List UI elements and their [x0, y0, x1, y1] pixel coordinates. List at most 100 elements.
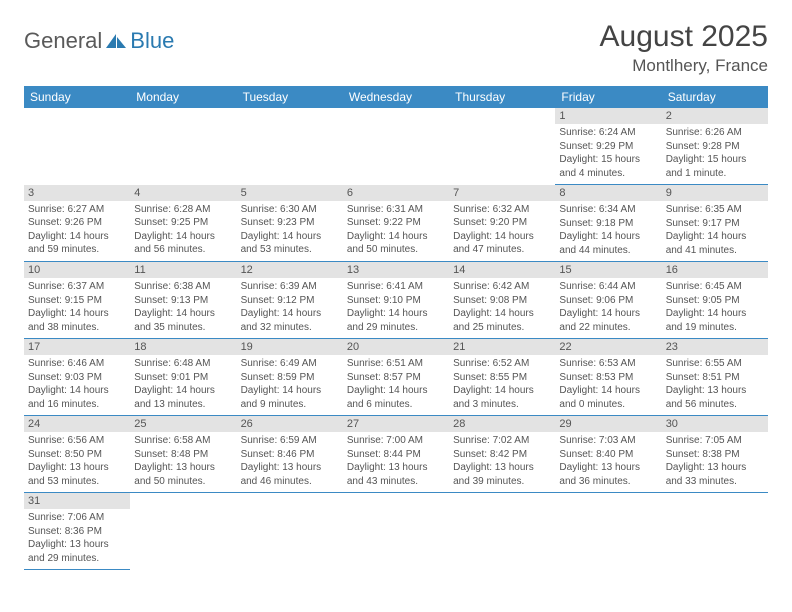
cell-body: Sunrise: 6:46 AMSunset: 9:03 PMDaylight:…	[24, 355, 130, 415]
calendar-cell: 25Sunrise: 6:58 AMSunset: 8:48 PMDayligh…	[130, 416, 236, 493]
cell-body: Sunrise: 6:30 AMSunset: 9:23 PMDaylight:…	[237, 201, 343, 261]
title-block: August 2025 Montlhery, France	[600, 20, 768, 76]
day-header: Saturday	[662, 86, 768, 108]
calendar-cell: 18Sunrise: 6:48 AMSunset: 9:01 PMDayligh…	[130, 339, 236, 416]
calendar-cell: 7Sunrise: 6:32 AMSunset: 9:20 PMDaylight…	[449, 185, 555, 262]
calendar-row: 1Sunrise: 6:24 AMSunset: 9:29 PMDaylight…	[24, 108, 768, 185]
calendar-cell: 27Sunrise: 7:00 AMSunset: 8:44 PMDayligh…	[343, 416, 449, 493]
cell-body: Sunrise: 6:35 AMSunset: 9:17 PMDaylight:…	[662, 201, 768, 261]
day-number: 18	[130, 339, 236, 355]
cell-body: Sunrise: 6:58 AMSunset: 8:48 PMDaylight:…	[130, 432, 236, 492]
cell-body: Sunrise: 6:45 AMSunset: 9:05 PMDaylight:…	[662, 278, 768, 338]
cell-body: Sunrise: 6:28 AMSunset: 9:25 PMDaylight:…	[130, 201, 236, 261]
calendar-cell	[449, 108, 555, 185]
day-number: 1	[555, 108, 661, 124]
calendar-cell	[237, 493, 343, 570]
cell-body: Sunrise: 6:38 AMSunset: 9:13 PMDaylight:…	[130, 278, 236, 338]
day-header: Friday	[555, 86, 661, 108]
calendar-cell: 1Sunrise: 6:24 AMSunset: 9:29 PMDaylight…	[555, 108, 661, 185]
day-number: 8	[555, 185, 661, 201]
calendar-cell	[343, 108, 449, 185]
day-number: 28	[449, 416, 555, 432]
calendar-cell: 29Sunrise: 7:03 AMSunset: 8:40 PMDayligh…	[555, 416, 661, 493]
day-number: 3	[24, 185, 130, 201]
calendar-table: SundayMondayTuesdayWednesdayThursdayFrid…	[24, 86, 768, 570]
cell-body: Sunrise: 7:03 AMSunset: 8:40 PMDaylight:…	[555, 432, 661, 492]
day-number: 2	[662, 108, 768, 124]
calendar-cell: 6Sunrise: 6:31 AMSunset: 9:22 PMDaylight…	[343, 185, 449, 262]
cell-body: Sunrise: 6:37 AMSunset: 9:15 PMDaylight:…	[24, 278, 130, 338]
day-number: 14	[449, 262, 555, 278]
day-number: 15	[555, 262, 661, 278]
cell-body: Sunrise: 6:32 AMSunset: 9:20 PMDaylight:…	[449, 201, 555, 261]
day-number: 17	[24, 339, 130, 355]
day-number: 23	[662, 339, 768, 355]
cell-body: Sunrise: 7:00 AMSunset: 8:44 PMDaylight:…	[343, 432, 449, 492]
cell-body: Sunrise: 6:41 AMSunset: 9:10 PMDaylight:…	[343, 278, 449, 338]
calendar-cell: 9Sunrise: 6:35 AMSunset: 9:17 PMDaylight…	[662, 185, 768, 262]
calendar-cell: 8Sunrise: 6:34 AMSunset: 9:18 PMDaylight…	[555, 185, 661, 262]
day-number: 26	[237, 416, 343, 432]
calendar-cell: 19Sunrise: 6:49 AMSunset: 8:59 PMDayligh…	[237, 339, 343, 416]
calendar-cell: 14Sunrise: 6:42 AMSunset: 9:08 PMDayligh…	[449, 262, 555, 339]
day-number: 12	[237, 262, 343, 278]
calendar-header-row: SundayMondayTuesdayWednesdayThursdayFrid…	[24, 86, 768, 108]
calendar-cell: 31Sunrise: 7:06 AMSunset: 8:36 PMDayligh…	[24, 493, 130, 570]
cell-body: Sunrise: 6:52 AMSunset: 8:55 PMDaylight:…	[449, 355, 555, 415]
calendar-row: 24Sunrise: 6:56 AMSunset: 8:50 PMDayligh…	[24, 416, 768, 493]
calendar-cell: 24Sunrise: 6:56 AMSunset: 8:50 PMDayligh…	[24, 416, 130, 493]
day-number: 21	[449, 339, 555, 355]
calendar-cell: 3Sunrise: 6:27 AMSunset: 9:26 PMDaylight…	[24, 185, 130, 262]
day-number: 16	[662, 262, 768, 278]
cell-body: Sunrise: 6:49 AMSunset: 8:59 PMDaylight:…	[237, 355, 343, 415]
cell-body: Sunrise: 6:53 AMSunset: 8:53 PMDaylight:…	[555, 355, 661, 415]
calendar-cell: 17Sunrise: 6:46 AMSunset: 9:03 PMDayligh…	[24, 339, 130, 416]
day-number: 22	[555, 339, 661, 355]
calendar-cell: 10Sunrise: 6:37 AMSunset: 9:15 PMDayligh…	[24, 262, 130, 339]
day-number: 20	[343, 339, 449, 355]
calendar-cell: 11Sunrise: 6:38 AMSunset: 9:13 PMDayligh…	[130, 262, 236, 339]
day-number: 25	[130, 416, 236, 432]
cell-body: Sunrise: 6:39 AMSunset: 9:12 PMDaylight:…	[237, 278, 343, 338]
day-number: 30	[662, 416, 768, 432]
sail-icon	[104, 32, 128, 50]
calendar-cell: 20Sunrise: 6:51 AMSunset: 8:57 PMDayligh…	[343, 339, 449, 416]
calendar-cell: 22Sunrise: 6:53 AMSunset: 8:53 PMDayligh…	[555, 339, 661, 416]
day-header: Monday	[130, 86, 236, 108]
cell-body: Sunrise: 6:26 AMSunset: 9:28 PMDaylight:…	[662, 124, 768, 184]
day-number: 13	[343, 262, 449, 278]
month-title: August 2025	[600, 20, 768, 54]
calendar-cell: 16Sunrise: 6:45 AMSunset: 9:05 PMDayligh…	[662, 262, 768, 339]
day-number: 6	[343, 185, 449, 201]
cell-body: Sunrise: 6:55 AMSunset: 8:51 PMDaylight:…	[662, 355, 768, 415]
day-header: Sunday	[24, 86, 130, 108]
cell-body: Sunrise: 6:34 AMSunset: 9:18 PMDaylight:…	[555, 201, 661, 261]
cell-body: Sunrise: 7:05 AMSunset: 8:38 PMDaylight:…	[662, 432, 768, 492]
calendar-cell	[449, 493, 555, 570]
calendar-cell	[237, 108, 343, 185]
cell-body: Sunrise: 7:02 AMSunset: 8:42 PMDaylight:…	[449, 432, 555, 492]
cell-body: Sunrise: 6:44 AMSunset: 9:06 PMDaylight:…	[555, 278, 661, 338]
calendar-cell: 28Sunrise: 7:02 AMSunset: 8:42 PMDayligh…	[449, 416, 555, 493]
calendar-cell: 30Sunrise: 7:05 AMSunset: 8:38 PMDayligh…	[662, 416, 768, 493]
calendar-cell	[130, 108, 236, 185]
calendar-cell: 13Sunrise: 6:41 AMSunset: 9:10 PMDayligh…	[343, 262, 449, 339]
calendar-row: 17Sunrise: 6:46 AMSunset: 9:03 PMDayligh…	[24, 339, 768, 416]
day-number: 9	[662, 185, 768, 201]
calendar-row: 3Sunrise: 6:27 AMSunset: 9:26 PMDaylight…	[24, 185, 768, 262]
cell-body: Sunrise: 6:27 AMSunset: 9:26 PMDaylight:…	[24, 201, 130, 261]
calendar-cell: 26Sunrise: 6:59 AMSunset: 8:46 PMDayligh…	[237, 416, 343, 493]
day-number: 19	[237, 339, 343, 355]
day-number: 31	[24, 493, 130, 509]
calendar-cell	[130, 493, 236, 570]
calendar-cell	[555, 493, 661, 570]
day-header: Wednesday	[343, 86, 449, 108]
location: Montlhery, France	[600, 56, 768, 76]
logo-text-blue: Blue	[130, 28, 174, 54]
day-header: Thursday	[449, 86, 555, 108]
calendar-cell	[662, 493, 768, 570]
day-header: Tuesday	[237, 86, 343, 108]
day-number: 7	[449, 185, 555, 201]
cell-body: Sunrise: 6:42 AMSunset: 9:08 PMDaylight:…	[449, 278, 555, 338]
calendar-cell: 4Sunrise: 6:28 AMSunset: 9:25 PMDaylight…	[130, 185, 236, 262]
